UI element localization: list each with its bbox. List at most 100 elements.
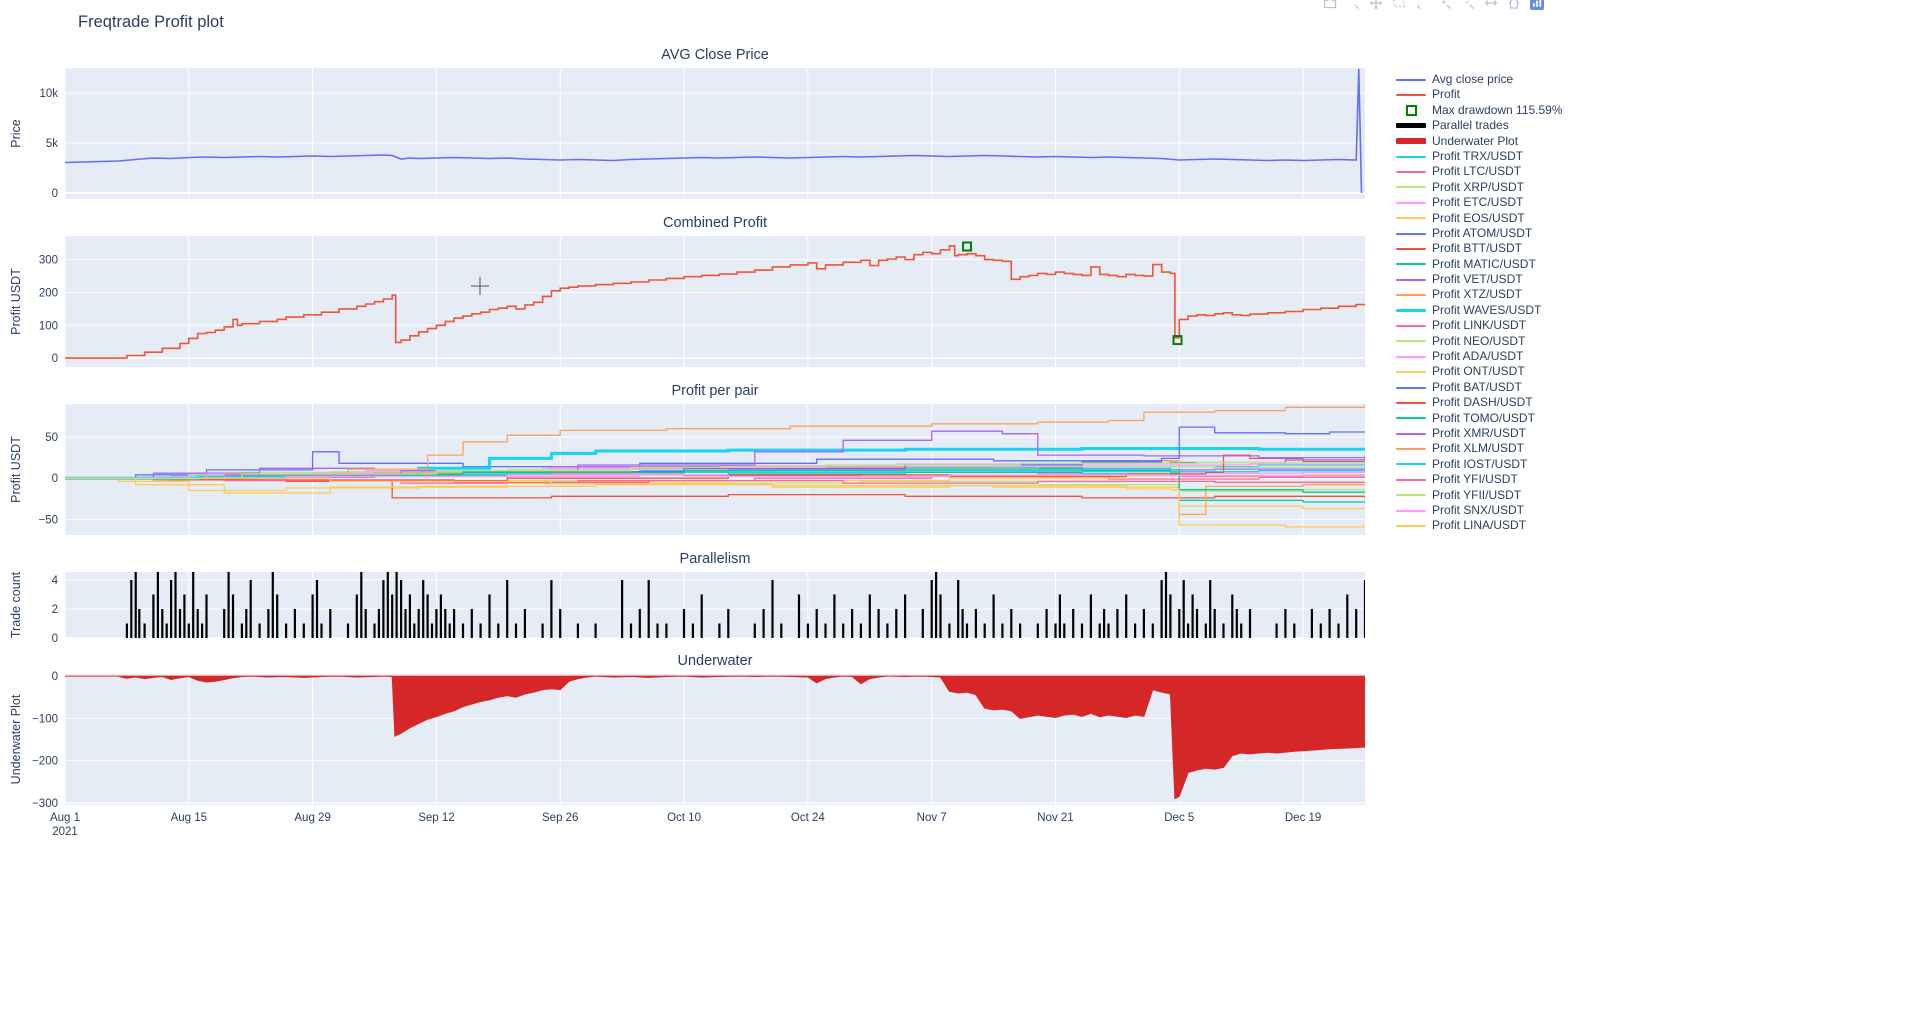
trade-count-bar — [315, 580, 319, 638]
legend-item-profit-snx-usdt[interactable]: Profit SNX/USDT — [1396, 503, 1563, 518]
trade-count-bar — [700, 594, 703, 638]
box-select-icon[interactable] — [1388, 0, 1409, 12]
trade-count-bar — [271, 572, 274, 638]
camera-icon[interactable] — [1319, 0, 1340, 12]
legend-swatch — [1396, 371, 1426, 374]
trade-count-bar — [877, 609, 880, 638]
trade-count-bar — [1240, 623, 1243, 638]
legend-label: Profit XLM/USDT — [1432, 441, 1525, 456]
legend-swatch — [1396, 324, 1426, 327]
line-swatch-icon — [1396, 432, 1426, 435]
legend-label: Profit NEO/USDT — [1432, 333, 1526, 348]
trade-count-bar — [400, 580, 403, 638]
legend-item-parallel-trades[interactable]: Parallel trades — [1396, 118, 1563, 133]
subplot-title: Profit per pair — [671, 383, 758, 399]
trade-count-bar — [227, 572, 230, 638]
legend-item-profit-vet-usdt[interactable]: Profit VET/USDT — [1396, 272, 1563, 287]
legend-item-profit-atom-usdt[interactable]: Profit ATOM/USDT — [1396, 226, 1563, 241]
legend-item-profit-ltc-usdt[interactable]: Profit LTC/USDT — [1396, 164, 1563, 179]
line-swatch-icon — [1396, 171, 1426, 174]
trade-count-bar — [974, 609, 977, 638]
legend-item-profit-xlm-usdt[interactable]: Profit XLM/USDT — [1396, 441, 1563, 456]
legend-item-profit-xtz-usdt[interactable]: Profit XTZ/USDT — [1396, 287, 1563, 302]
zoom-icon[interactable] — [1342, 0, 1363, 12]
legend-item-profit-tomo-usdt[interactable]: Profit TOMO/USDT — [1396, 411, 1563, 426]
trade-count-bar — [824, 623, 827, 638]
pan-icon[interactable] — [1365, 0, 1386, 12]
y-tick-label: −50 — [38, 514, 58, 526]
legend-item-underwater-plot[interactable]: Underwater Plot — [1396, 134, 1563, 149]
legend-item-max-drawdown-115-59-[interactable]: Max drawdown 115.59% — [1396, 103, 1563, 118]
series-line — [65, 404, 1365, 479]
legend-item-avg-close-price[interactable]: Avg close price — [1396, 72, 1563, 87]
legend-item-profit-trx-usdt[interactable]: Profit TRX/USDT — [1396, 149, 1563, 164]
y-tick-label: 2 — [52, 604, 58, 616]
series-line — [65, 471, 1365, 481]
line-swatch-icon — [1396, 509, 1426, 512]
trade-count-bar — [430, 623, 434, 638]
legend-swatch — [1396, 494, 1426, 497]
trade-count-bar — [1134, 623, 1137, 638]
trade-count-bar — [240, 623, 243, 638]
legend-item-profit-dash-usdt[interactable]: Profit DASH/USDT — [1396, 395, 1563, 410]
trade-count-bar — [594, 623, 597, 638]
legend-item-profit-etc-usdt[interactable]: Profit ETC/USDT — [1396, 195, 1563, 210]
legend-item-profit-btt-usdt[interactable]: Profit BTT/USDT — [1396, 241, 1563, 256]
plot-area-0[interactable] — [65, 68, 1365, 199]
legend-item-profit-xrp-usdt[interactable]: Profit XRP/USDT — [1396, 180, 1563, 195]
trade-count-bar — [276, 594, 279, 638]
legend-item-profit-lina-usdt[interactable]: Profit LINA/USDT — [1396, 518, 1563, 533]
trade-count-bar — [178, 609, 182, 638]
legend-swatch — [1396, 417, 1426, 420]
x-tick-label: Oct 10 — [667, 812, 701, 824]
legend-label: Profit — [1432, 87, 1461, 102]
trade-count-bar — [948, 623, 951, 638]
trade-count-bar — [780, 623, 783, 638]
legend-item-profit-neo-usdt[interactable]: Profit NEO/USDT — [1396, 334, 1563, 349]
plot-area-1[interactable] — [65, 236, 1365, 367]
plot-area-3[interactable] — [65, 572, 1365, 638]
legend-item-profit[interactable]: Profit — [1396, 87, 1563, 102]
trade-count-bar — [806, 623, 809, 638]
y-tick-label: 200 — [39, 287, 58, 299]
legend-label: Profit SNX/USDT — [1432, 502, 1525, 517]
legend-item-profit-link-usdt[interactable]: Profit LINK/USDT — [1396, 318, 1563, 333]
x-tick-label-year: 2021 — [52, 826, 78, 838]
lasso-select-icon[interactable] — [1411, 0, 1432, 12]
line-swatch-icon — [1396, 155, 1426, 158]
legend-item-profit-iost-usdt[interactable]: Profit IOST/USDT — [1396, 457, 1563, 472]
legend-item-profit-bat-usdt[interactable]: Profit BAT/USDT — [1396, 380, 1563, 395]
zoom-out-icon[interactable] — [1457, 0, 1478, 12]
trade-count-bar — [930, 580, 933, 638]
legend-item-profit-eos-usdt[interactable]: Profit EOS/USDT — [1396, 211, 1563, 226]
line-swatch-icon — [1396, 463, 1426, 466]
trade-count-bar — [550, 580, 553, 638]
series-line — [65, 447, 1365, 480]
trade-count-bar — [1209, 580, 1212, 638]
line-swatch-icon — [1396, 525, 1426, 528]
x-tick-label: Dec 19 — [1285, 812, 1321, 824]
trade-count-bar — [506, 580, 509, 638]
trade-count-bar — [130, 580, 133, 638]
legend-item-profit-yfii-usdt[interactable]: Profit YFII/USDT — [1396, 488, 1563, 503]
legend-item-profit-waves-usdt[interactable]: Profit WAVES/USDT — [1396, 303, 1563, 318]
trade-count-bar — [439, 594, 442, 638]
charts-canvas[interactable]: AVG Close Price 0 5k 10k Price Combined Profi… — [0, 0, 1580, 850]
legend-item-profit-xmr-usdt[interactable]: Profit XMR/USDT — [1396, 426, 1563, 441]
trade-count-bar — [842, 623, 845, 638]
trade-count-bar — [413, 623, 416, 638]
legend-label: Profit XTZ/USDT — [1432, 287, 1523, 302]
plotly-logo-icon[interactable] — [1526, 0, 1547, 12]
reset-axes-icon[interactable] — [1503, 0, 1524, 12]
trade-count-bar — [245, 609, 248, 638]
trade-count-bar — [1182, 580, 1185, 638]
zoom-in-icon[interactable] — [1434, 0, 1455, 12]
legend-item-profit-matic-usdt[interactable]: Profit MATIC/USDT — [1396, 257, 1563, 272]
autoscale-icon[interactable] — [1480, 0, 1501, 12]
legend-item-profit-ont-usdt[interactable]: Profit ONT/USDT — [1396, 364, 1563, 379]
legend-item-profit-ada-usdt[interactable]: Profit ADA/USDT — [1396, 349, 1563, 364]
trade-count-bar — [1169, 594, 1172, 638]
y-axis-title: Profit USDT — [9, 436, 23, 503]
y-tick-label: 50 — [45, 432, 58, 444]
legend-item-profit-yfi-usdt[interactable]: Profit YFI/USDT — [1396, 472, 1563, 487]
